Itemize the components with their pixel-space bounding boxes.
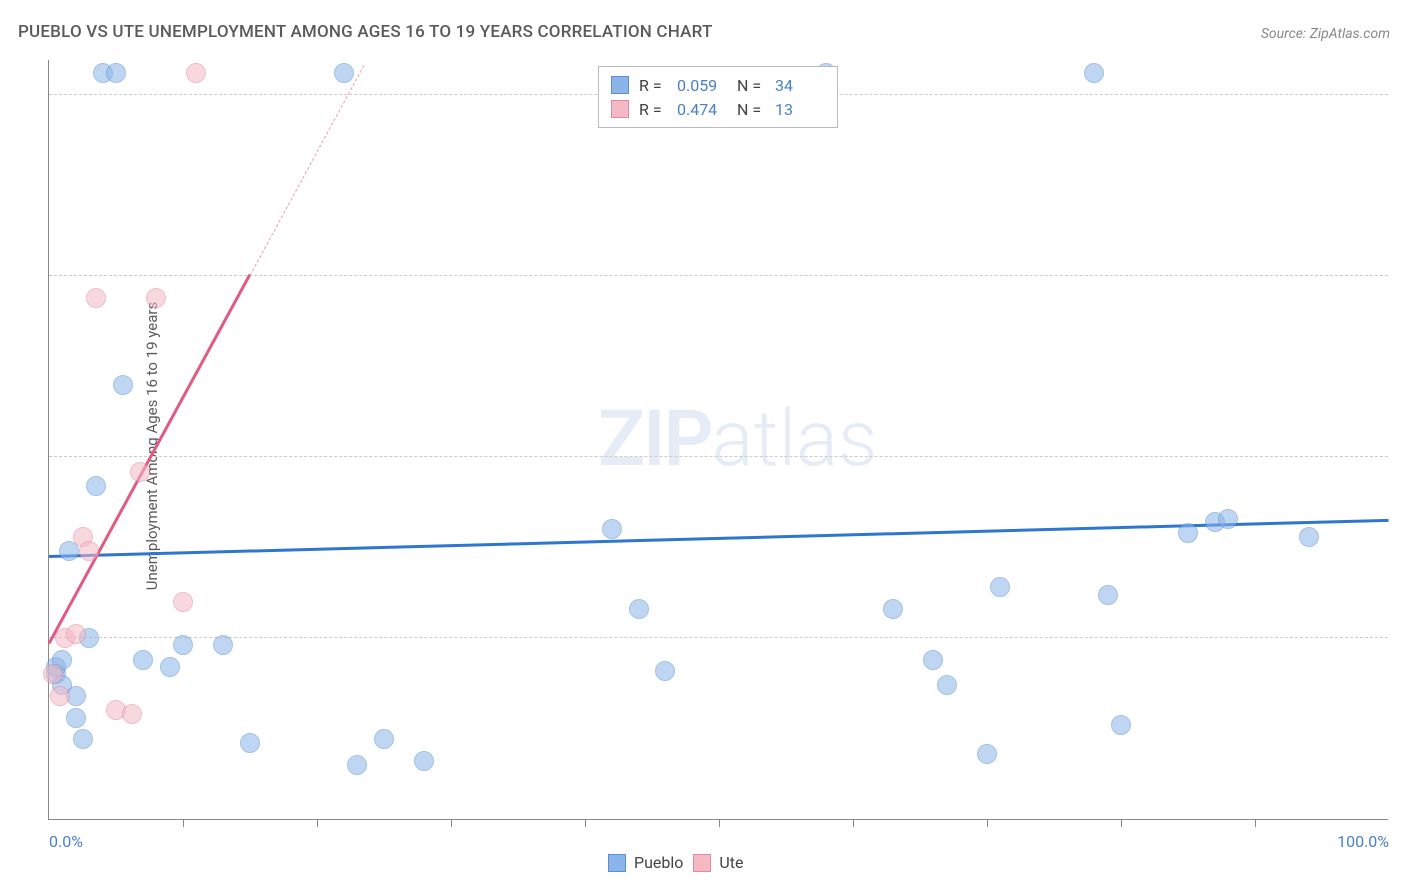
watermark-zip: ZIP — [598, 394, 712, 485]
x-tick — [451, 819, 452, 827]
y-tick-label: 50.0% — [1398, 429, 1406, 448]
legend-label: Pueblo — [634, 853, 683, 872]
x-tick — [719, 819, 720, 827]
data-point-ute — [130, 462, 150, 482]
data-point-pueblo — [213, 635, 233, 655]
data-point-ute — [146, 288, 166, 308]
data-point-ute — [122, 704, 142, 724]
source-name: ZipAtlas.com — [1310, 26, 1390, 42]
correlation-row-ute: R = 0.474 N = 13 — [611, 97, 825, 121]
data-point-pueblo — [990, 577, 1010, 597]
data-point-pueblo — [1299, 527, 1319, 547]
data-point-pueblo — [655, 661, 675, 681]
data-point-pueblo — [883, 599, 903, 619]
data-point-pueblo — [629, 599, 649, 619]
regression-line-ute — [48, 274, 252, 645]
x-tick — [1255, 819, 1256, 827]
data-point-pueblo — [106, 63, 126, 83]
data-point-ute — [66, 624, 86, 644]
x-tick — [317, 819, 318, 827]
n-label: N = — [737, 100, 765, 119]
data-point-pueblo — [374, 729, 394, 749]
correlation-legend: R = 0.059 N = 34 R = 0.474 N = 13 — [598, 66, 838, 128]
data-point-pueblo — [1098, 585, 1118, 605]
data-point-pueblo — [133, 650, 153, 670]
x-tick-label: 0.0% — [49, 832, 83, 851]
gridline-horizontal — [49, 456, 1388, 457]
legend-label: Ute — [719, 853, 743, 872]
data-point-pueblo — [66, 708, 86, 728]
data-point-ute — [186, 63, 206, 83]
n-value: 34 — [775, 76, 825, 95]
x-tick — [183, 819, 184, 827]
y-tick-label: 100.0% — [1398, 67, 1406, 86]
data-point-pueblo — [113, 375, 133, 395]
data-point-pueblo — [334, 63, 354, 83]
data-point-pueblo — [1111, 715, 1131, 735]
data-point-ute — [86, 288, 106, 308]
n-label: N = — [737, 76, 765, 95]
data-point-pueblo — [240, 733, 260, 753]
source-prefix: Source: — [1261, 26, 1310, 42]
y-tick-label: 25.0% — [1398, 610, 1406, 629]
legend-swatch — [608, 854, 626, 872]
data-point-ute — [173, 592, 193, 612]
data-point-pueblo — [347, 755, 367, 775]
n-value: 13 — [775, 100, 825, 119]
watermark-atlas: atlas — [712, 394, 878, 485]
legend-bottom: Pueblo Ute — [608, 853, 744, 872]
r-label: R = — [639, 76, 667, 95]
x-tick — [987, 819, 988, 827]
x-tick — [853, 819, 854, 827]
chart-title: PUEBLO VS UTE UNEMPLOYMENT AMONG AGES 16… — [18, 22, 713, 42]
data-point-pueblo — [923, 650, 943, 670]
data-point-pueblo — [73, 729, 93, 749]
data-point-pueblo — [1218, 509, 1238, 529]
data-point-pueblo — [86, 476, 106, 496]
data-point-pueblo — [602, 519, 622, 539]
data-point-pueblo — [1084, 63, 1104, 83]
data-point-pueblo — [977, 744, 997, 764]
gridline-horizontal — [49, 637, 1388, 638]
data-point-ute — [50, 686, 70, 706]
legend-swatch — [693, 854, 711, 872]
r-value: 0.059 — [677, 76, 727, 95]
legend-swatch — [611, 76, 629, 94]
x-tick — [1121, 819, 1122, 827]
regression-dashed-ute — [250, 66, 365, 276]
legend-item-pueblo: Pueblo — [608, 853, 683, 872]
legend-item-ute: Ute — [693, 853, 743, 872]
x-tick-label: 100.0% — [1337, 832, 1389, 851]
plot-area: ZIPatlas 25.0%50.0%75.0%100.0%0.0%100.0%… — [48, 60, 1388, 820]
data-point-pueblo — [937, 675, 957, 695]
data-point-pueblo — [173, 635, 193, 655]
watermark: ZIPatlas — [598, 394, 877, 485]
legend-swatch — [611, 100, 629, 118]
data-point-pueblo — [160, 657, 180, 677]
y-tick-label: 75.0% — [1398, 248, 1406, 267]
r-value: 0.474 — [677, 100, 727, 119]
data-point-pueblo — [414, 751, 434, 771]
data-point-pueblo — [1178, 523, 1198, 543]
correlation-row-pueblo: R = 0.059 N = 34 — [611, 73, 825, 97]
x-tick — [585, 819, 586, 827]
data-point-ute — [79, 541, 99, 561]
data-point-ute — [43, 664, 63, 684]
r-label: R = — [639, 100, 667, 119]
source-attribution: Source: ZipAtlas.com — [1261, 26, 1390, 42]
